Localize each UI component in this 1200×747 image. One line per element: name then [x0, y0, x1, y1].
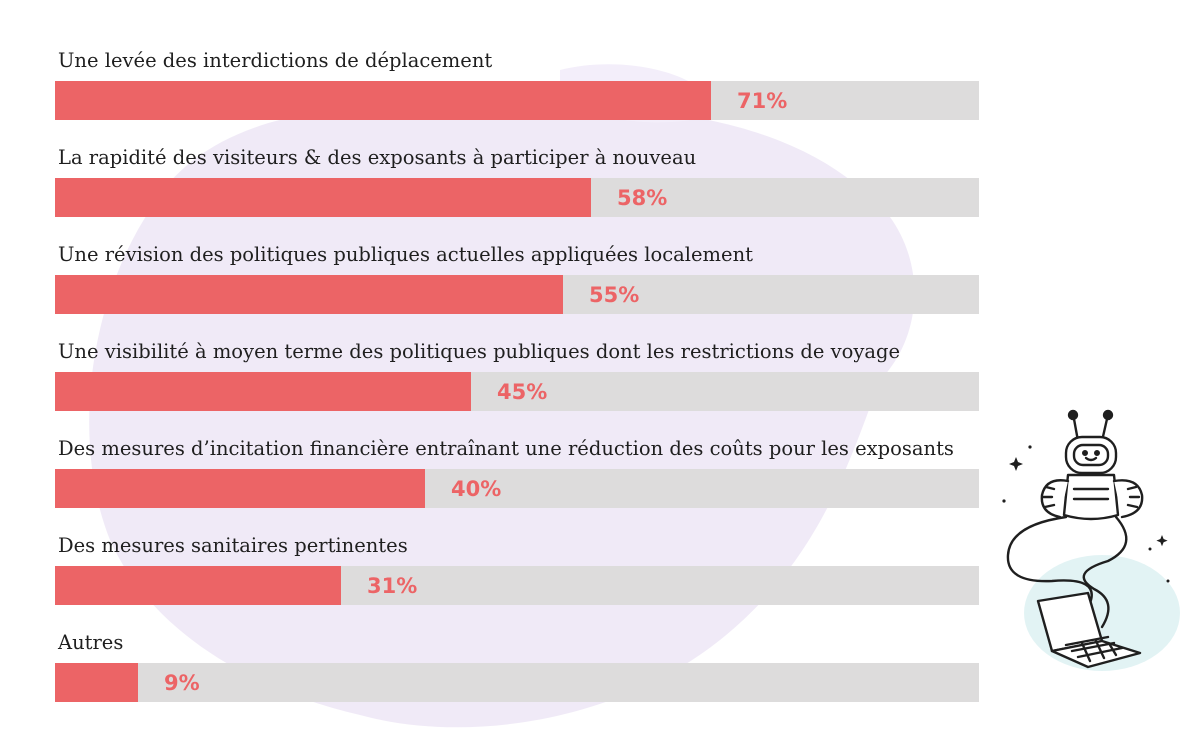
bar [55, 469, 425, 508]
bar-track: 45% [55, 372, 979, 411]
bar-track: 71% [55, 81, 979, 120]
bar-track: 58% [55, 178, 979, 217]
bar [55, 81, 711, 120]
bar [55, 372, 471, 411]
bar [55, 566, 341, 605]
bar-value-label: 9% [164, 671, 200, 695]
bar-row: Une révision des politiques publiques ac… [55, 243, 979, 323]
bar-row: Autres 9% [55, 631, 979, 711]
bar-row: La rapidité des visiteurs & des exposant… [55, 146, 979, 226]
bar-value-label: 71% [737, 89, 788, 113]
bar-category-label: Des mesures sanitaires pertinentes [58, 534, 408, 557]
bar-category-label: Une levée des interdictions de déplaceme… [58, 49, 493, 72]
bar-category-label: Une visibilité à moyen terme des politiq… [58, 340, 901, 363]
bar-value-label: 58% [617, 186, 668, 210]
bar [55, 178, 591, 217]
bar-row: Une visibilité à moyen terme des politiq… [55, 340, 979, 420]
robot-genie-laptop-icon [1002, 409, 1180, 671]
bar-row: Des mesures sanitaires pertinentes 31% [55, 534, 979, 614]
bar [55, 275, 563, 314]
bar-category-label: La rapidité des visiteurs & des exposant… [58, 146, 697, 169]
bar-category-label: Une révision des politiques publiques ac… [58, 243, 753, 266]
bar-track: 40% [55, 469, 979, 508]
bar-value-label: 45% [497, 380, 548, 404]
bar-value-label: 40% [451, 477, 502, 501]
bar-category-label: Des mesures d’incitation financière entr… [58, 437, 954, 460]
bar [55, 663, 138, 702]
bar-row: Une levée des interdictions de déplaceme… [55, 49, 979, 129]
bar-track: 31% [55, 566, 979, 605]
bar-value-label: 31% [367, 574, 418, 598]
bar-value-label: 55% [589, 283, 640, 307]
bar-track: 55% [55, 275, 979, 314]
bar-track: 9% [55, 663, 979, 702]
bar-row: Des mesures d’incitation financière entr… [55, 437, 979, 517]
bar-category-label: Autres [58, 631, 124, 654]
